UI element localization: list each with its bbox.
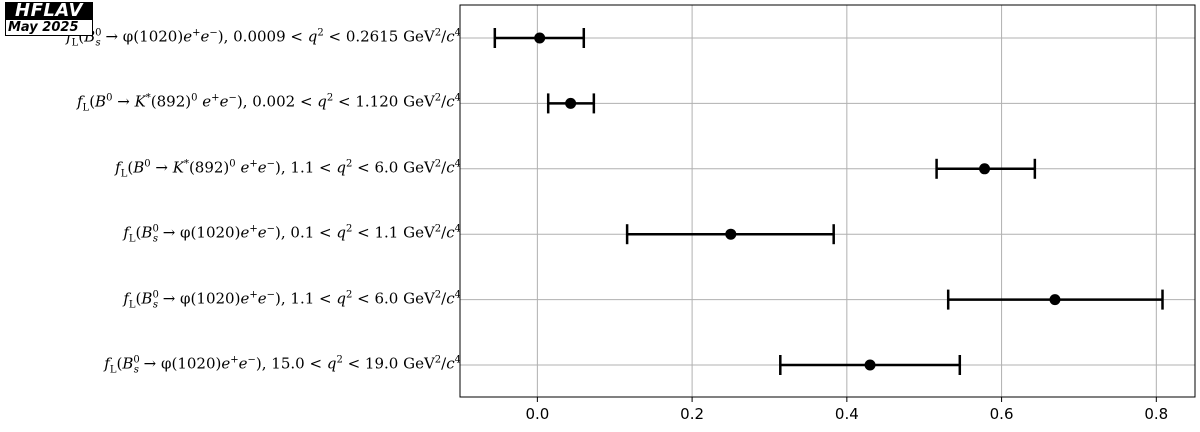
data-point xyxy=(1049,294,1061,306)
data-point xyxy=(979,163,991,175)
row-label: fL(B0 → K*(892)0 e+e−), 1.1 < q2 < 6.0 G… xyxy=(115,158,461,180)
hflav-logo: HFLAV May 2025 xyxy=(5,2,93,36)
row-label: fL(B0 → K*(892)0 e+e−), 0.002 < q2 < 1.1… xyxy=(76,92,461,114)
x-tick-label: 0.2 xyxy=(680,405,704,423)
logo-date: May 2025 xyxy=(5,20,93,36)
plot-frame xyxy=(459,4,1196,398)
row-label: fL(B0s → φ(1020)e+e−), 0.1 < q2 < 1.1 Ge… xyxy=(123,223,461,245)
x-axis-ticks: 0.0 0.2 0.4 0.6 0.8 xyxy=(525,397,1168,423)
data-marks xyxy=(493,28,1164,375)
x-tick-label: 0.6 xyxy=(990,405,1014,423)
row-label: fL(B0s → φ(1020)e+e−), 0.0009 < q2 < 0.2… xyxy=(66,27,461,49)
x-tick-label: 0.4 xyxy=(835,405,859,423)
logo-title: HFLAV xyxy=(5,2,93,20)
data-point xyxy=(534,32,546,44)
row-label: fL(B0s → φ(1020)e+e−), 1.1 < q2 < 6.0 Ge… xyxy=(123,289,461,311)
data-point xyxy=(725,228,737,240)
data-point xyxy=(864,359,876,371)
data-point xyxy=(565,97,577,109)
grid-lines xyxy=(460,5,1195,397)
x-tick-label: 0.8 xyxy=(1144,405,1168,423)
row-label: fL(B0s → φ(1020)e+e−), 15.0 < q2 < 19.0 … xyxy=(104,354,461,376)
x-tick-label: 0.0 xyxy=(525,405,549,423)
